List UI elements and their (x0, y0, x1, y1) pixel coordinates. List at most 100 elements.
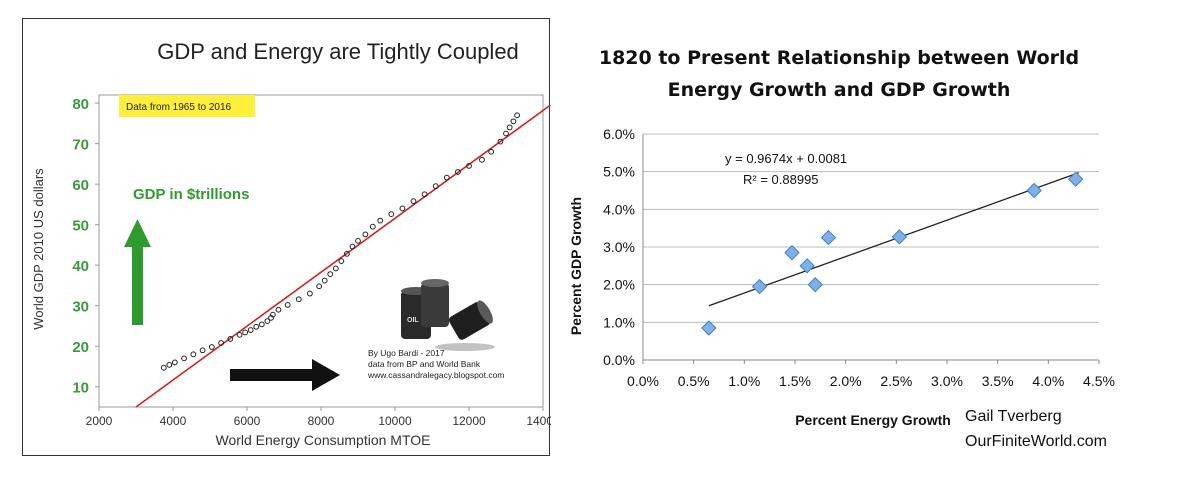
right-chart: 1820 to Present Relationship between Wor… (568, 47, 1115, 450)
left-data-point (307, 290, 313, 297)
left-y-tick-label: 40 (72, 258, 89, 275)
right-y-tick-label: 3.0% (603, 239, 635, 255)
right-data-point (820, 229, 837, 246)
left-data-point (275, 306, 282, 313)
left-x-axis-label: World Energy Consumption MTOE (215, 432, 430, 448)
left-x-tick-label: 2000 (86, 414, 113, 428)
left-data-point (295, 296, 302, 303)
left-data-point (218, 340, 225, 346)
right-data-point (701, 320, 717, 336)
right-fit-line (708, 172, 1079, 307)
left-data-point (503, 130, 509, 137)
right-y-tick-label: 5.0% (603, 164, 635, 180)
left-chart-title: GDP and Energy are Tightly Coupled (157, 39, 519, 64)
left-data-point (349, 243, 356, 250)
right-x-tick-label: 2.0% (830, 373, 862, 389)
left-data-point (510, 118, 517, 125)
left-y-ticks: 10 20 30 40 50 60 70 80 (72, 96, 99, 397)
left-data-point (362, 231, 369, 238)
left-data-point (388, 211, 395, 218)
svg-text:OIL: OIL (407, 317, 419, 324)
right-x-tick-label: 4.5% (1083, 373, 1115, 389)
right-x-tick-label: 0.5% (678, 373, 710, 389)
left-x-ticks: 2000 4000 6000 8000 10000 12000 14000 (86, 407, 560, 428)
right-y-axis-label: Percent GDP Growth (568, 197, 584, 335)
black-right-arrow-icon (230, 359, 340, 391)
right-data-point (1026, 182, 1042, 199)
right-credit-line-1: Gail Tverberg (965, 408, 1062, 425)
left-x-tick-label: 4000 (160, 414, 187, 428)
left-x-tick-label: 14000 (526, 414, 551, 428)
right-y-tick-label: 6.0% (603, 126, 635, 142)
left-data-point (455, 169, 461, 175)
left-chart-panel: GDP and Energy are Tightly Coupled 10 20 3… (22, 18, 560, 456)
right-y-tick-label: 2.0% (603, 277, 635, 293)
left-data-point (355, 237, 361, 244)
r-squared: R² = 0.88995 (743, 172, 819, 187)
right-data-point (751, 278, 768, 295)
left-data-point (264, 318, 271, 324)
left-data-point (199, 347, 206, 354)
right-x-tick-label: 1.0% (728, 373, 760, 389)
right-data-point (807, 276, 823, 293)
left-data-point (171, 359, 178, 366)
left-note-background (119, 95, 255, 117)
left-fit-line (135, 104, 551, 408)
left-data-point (227, 336, 234, 342)
left-data-point (466, 163, 472, 169)
left-x-tick-label: 12000 (452, 414, 486, 428)
left-data-point (327, 271, 334, 277)
left-note-text: Data from 1965 to 2016 (126, 102, 232, 113)
left-y-tick-label: 70 (72, 137, 89, 154)
right-gridlines (642, 133, 1099, 361)
left-data-point (247, 327, 254, 333)
right-chart-title-line-1: 1820 to Present Relationship between Wor… (599, 47, 1079, 69)
right-data-point (799, 258, 815, 274)
oil-barrels-icon: OIL (401, 279, 495, 351)
right-data-points (701, 171, 1084, 336)
left-data-point (497, 138, 504, 145)
left-data-point (166, 361, 173, 368)
left-data-point (488, 148, 495, 155)
left-data-point (443, 174, 450, 181)
left-data-point (181, 355, 188, 362)
left-y-tick-label: 20 (72, 339, 89, 356)
left-data-point (270, 311, 276, 318)
right-chart-title-line-2: Energy Growth and GDP Growth (668, 79, 1011, 101)
left-credit-line-3: www.cassandralegacy.blogspot.com (367, 370, 504, 380)
left-credit-line-1: By Ugo Bardi - 2017 (368, 348, 445, 358)
left-data-point (377, 217, 384, 224)
left-data-point (190, 351, 197, 358)
left-data-point (160, 364, 167, 371)
right-x-tick-label: 3.0% (931, 373, 963, 389)
right-data-point (784, 244, 800, 261)
left-data-point (253, 323, 260, 330)
left-data-point (399, 205, 406, 212)
left-data-point (506, 124, 513, 131)
right-chart-panel: 1820 to Present Relationship between Wor… (553, 18, 1193, 458)
left-data-point (258, 321, 265, 328)
right-x-ticks: 0.0% 0.5% 1.0% 1.5% 2.0% 2.5% 3.0% 3.5% 4.0% 4.5% (627, 360, 1115, 389)
left-data-point (338, 258, 345, 265)
left-y-tick-label: 60 (72, 177, 89, 194)
left-data-point (208, 344, 215, 350)
left-y-tick-label: 80 (72, 96, 89, 113)
left-data-point (479, 156, 485, 163)
left-data-point (514, 112, 521, 119)
trendline-equation: y = 0.9674x + 0.0081 (725, 151, 847, 166)
left-y-tick-label: 50 (72, 218, 89, 235)
left-credit-line-2: data from BP and World Bank (368, 359, 481, 369)
left-y-tick-label: 30 (72, 299, 89, 316)
left-data-points (160, 112, 521, 371)
right-x-tick-label: 4.0% (1032, 373, 1064, 389)
right-y-tick-label: 1.0% (603, 314, 635, 330)
right-y-tick-label: 4.0% (603, 201, 635, 217)
left-data-point (236, 331, 243, 338)
left-chart: GDP and Energy are Tightly Coupled 10 20 3… (31, 39, 560, 448)
left-data-point (344, 250, 350, 257)
right-x-axis-label: Percent Energy Growth (795, 412, 951, 428)
left-data-point (284, 301, 291, 308)
right-credit-line-2: OurFiniteWorld.com (965, 433, 1107, 450)
right-x-tick-label: 1.5% (779, 373, 811, 389)
right-data-point (1067, 171, 1084, 187)
